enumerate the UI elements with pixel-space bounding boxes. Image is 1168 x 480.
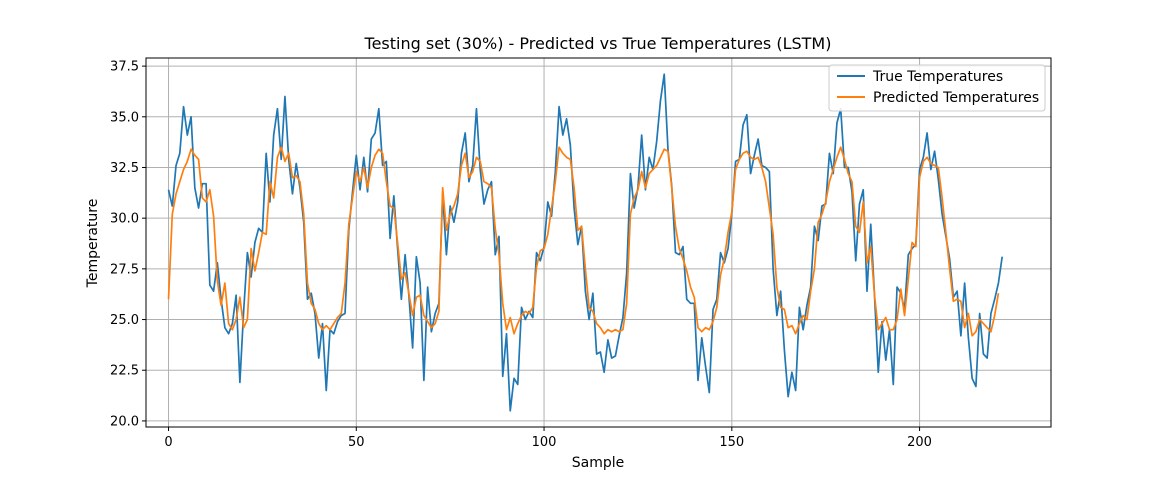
chart-title: Testing set (30%) - Predicted vs True Te… [364,34,832,53]
chart-legend: True Temperatures Predicted Temperatures [828,64,1046,112]
y-tick-label: 20.0 [110,414,139,429]
y-tick-label: 30.0 [110,212,139,227]
series-predicted-temperatures-line [167,146,1000,337]
y-tick-label: 25.0 [110,313,139,328]
x-tick-label: 50 [348,435,365,450]
y-tick-label: 35.0 [110,110,139,125]
legend-box [828,64,1046,112]
legend-label-predicted: Predicted Temperatures [873,90,1039,106]
x-tick-label: 0 [164,435,172,450]
x-tick-label: 100 [532,435,557,450]
y-tick-label: 37.5 [110,60,139,75]
series-layer [167,73,1004,412]
x-tick-label: 200 [907,435,932,450]
axis-ticks: 0 50 100 150 200 20.0 22.5 25.0 27.5 30.0 32.5 35.0… [110,60,932,450]
series-true-temperatures-line [167,73,1004,412]
y-axis-label: Temperature [85,199,101,289]
y-tick-label: 32.5 [110,161,139,176]
x-tick-label: 150 [719,435,744,450]
legend-label-true: True Temperatures [872,69,1003,85]
y-tick-label: 22.5 [110,364,139,379]
plot-area-frame [145,57,1052,428]
y-tick-label: 27.5 [110,262,139,277]
x-axis-label: Sample [572,455,625,471]
